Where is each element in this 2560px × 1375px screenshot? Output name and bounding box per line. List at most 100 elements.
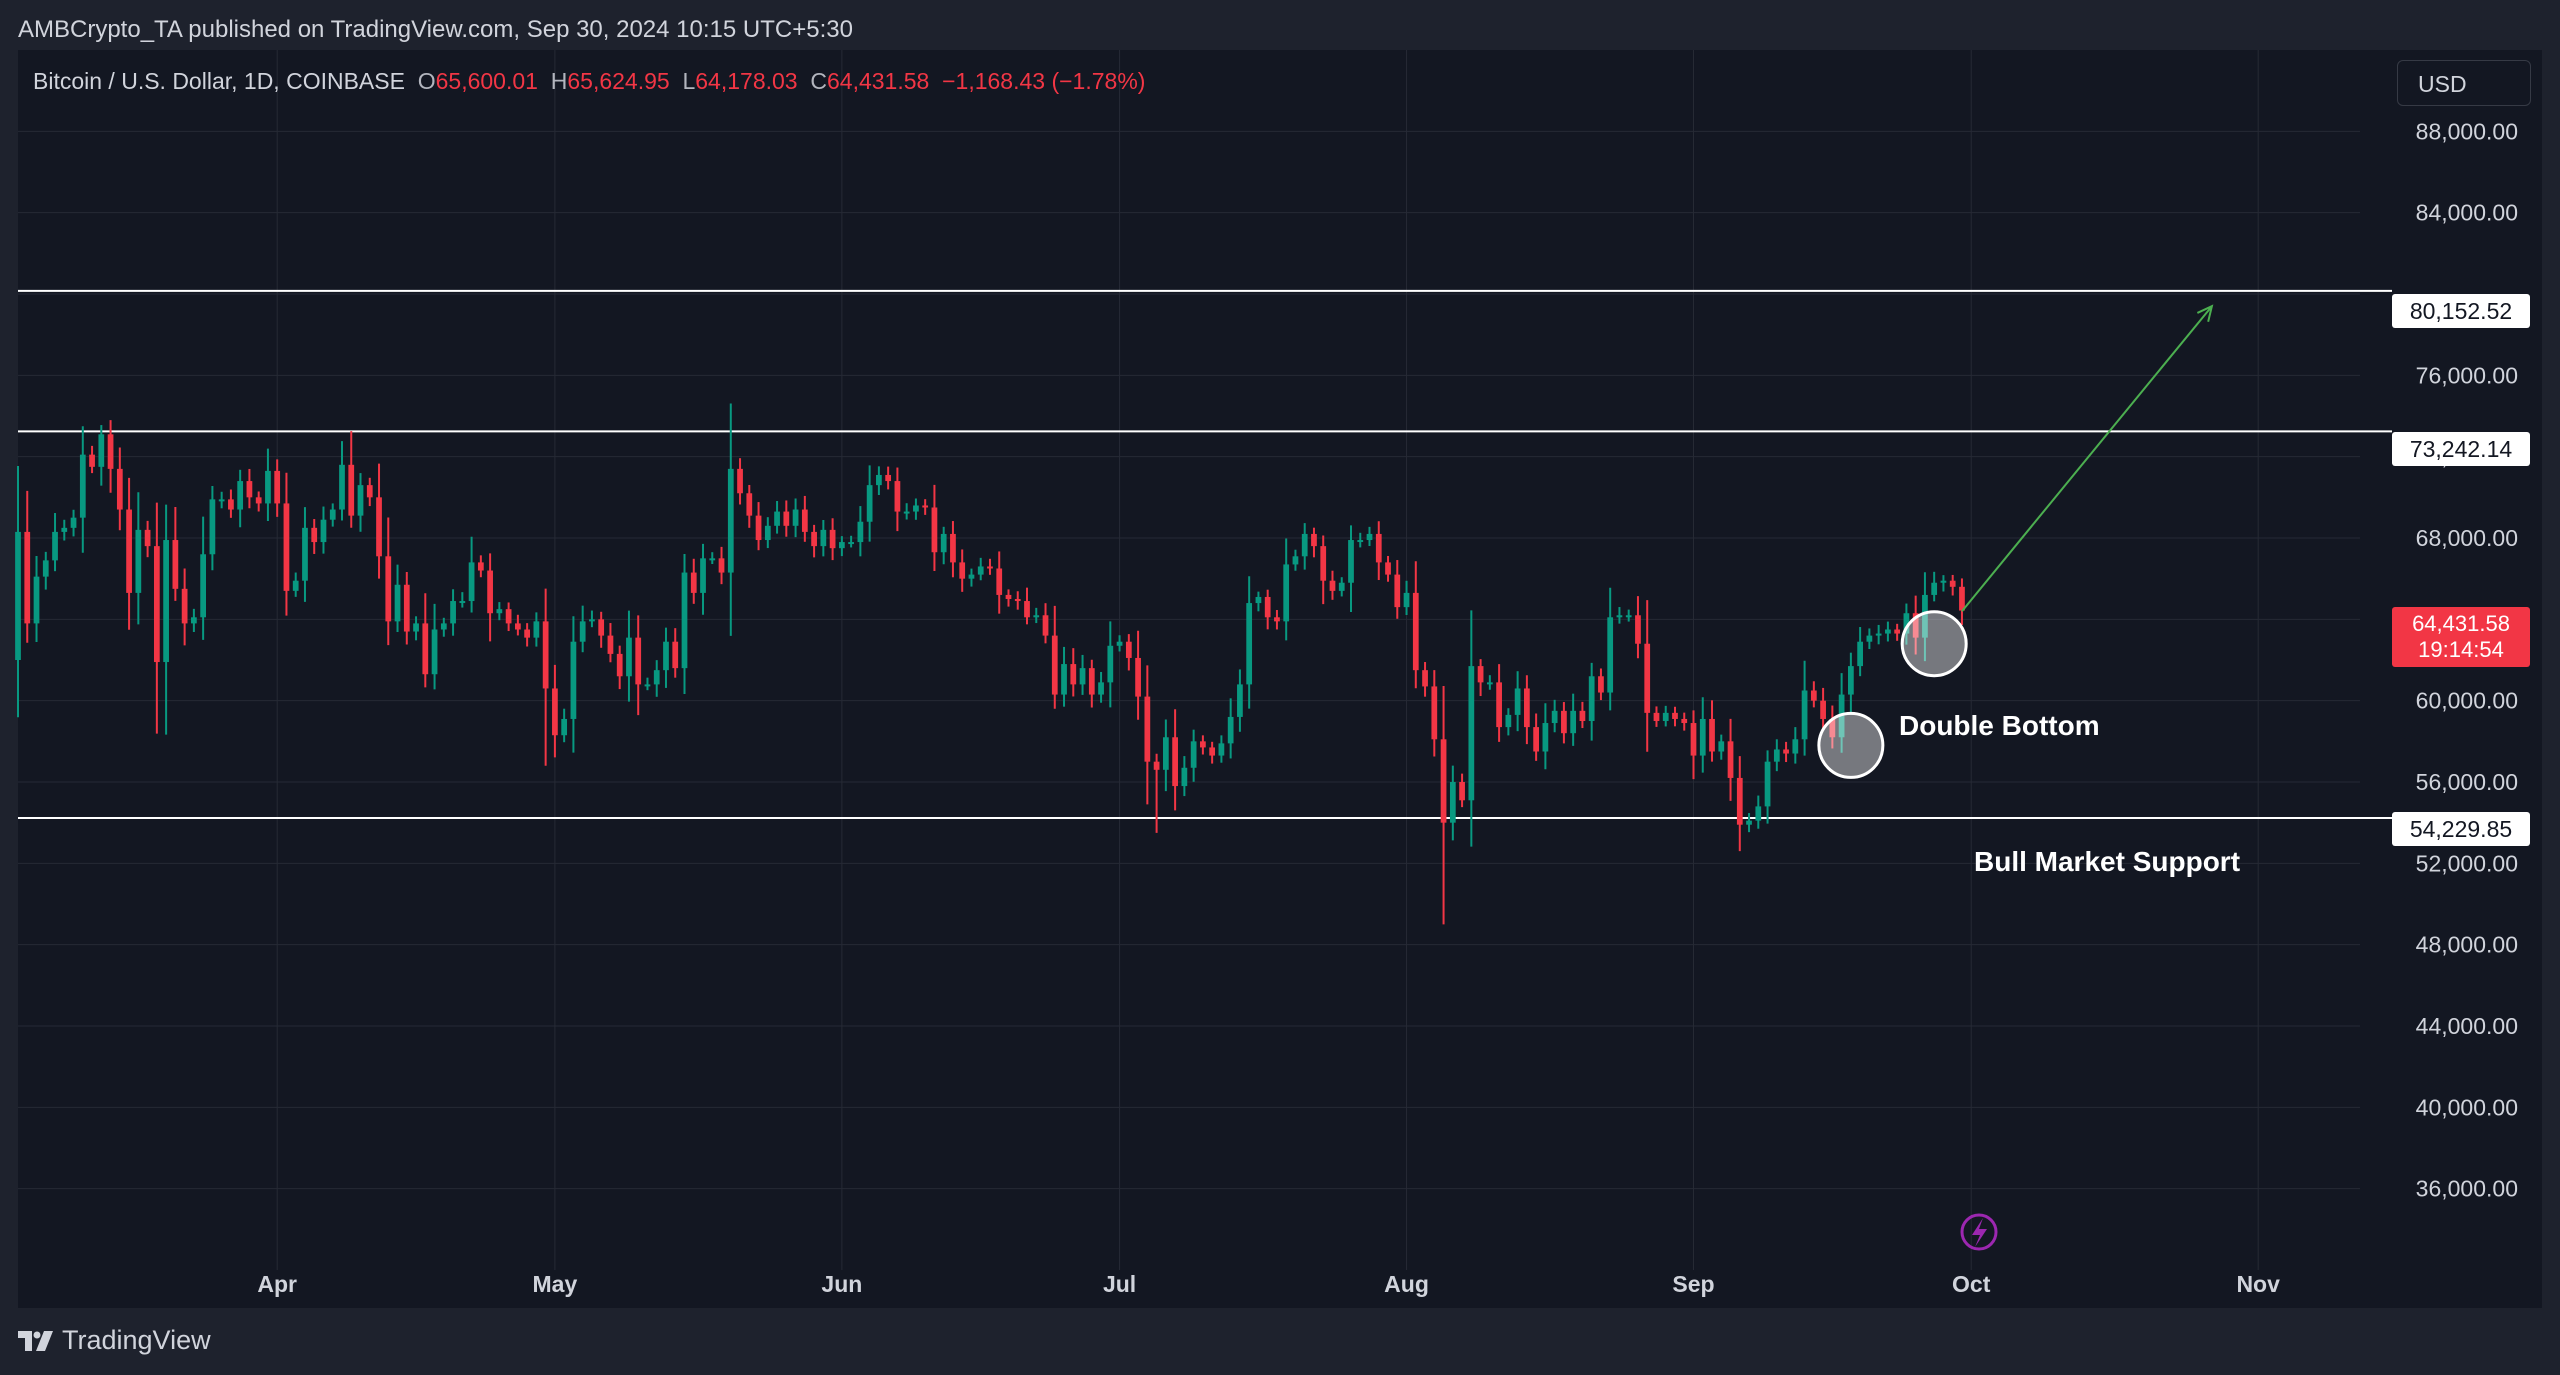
candle-body	[126, 509, 132, 593]
candle-body	[727, 468, 734, 573]
candle-body	[1264, 596, 1271, 618]
candle-body	[1524, 688, 1530, 728]
candle-body	[52, 531, 58, 561]
candle-body	[218, 499, 225, 502]
projection-arrow	[1961, 304, 2214, 612]
time-tick-label: Apr	[257, 1271, 297, 1297]
candle-body	[1227, 716, 1234, 744]
tradingview-footer[interactable]: TradingView	[18, 1325, 211, 1356]
candle-body	[1486, 682, 1493, 685]
candle-body	[515, 623, 521, 630]
candle-body	[1412, 592, 1419, 671]
candle-body	[635, 637, 642, 685]
candle-body	[1514, 688, 1521, 715]
candle-body	[1385, 562, 1391, 575]
candle-body	[163, 540, 169, 663]
time-axis[interactable]: Apr May Jun Jul Aug Sep Oct Nov	[257, 1271, 2280, 1297]
open-label: O	[417, 68, 436, 94]
candle-body	[940, 533, 947, 553]
candle-body	[376, 497, 382, 557]
candle-body	[1172, 737, 1178, 787]
price-tick-label: 84,000.00	[2416, 200, 2518, 226]
candle-body	[153, 546, 160, 663]
candle-body	[1431, 686, 1438, 740]
candle-body	[431, 629, 438, 675]
candle-body	[1783, 749, 1789, 754]
bull-market-support-label: Bull Market Support	[1974, 846, 2241, 877]
candle-body	[1505, 714, 1512, 728]
symbol-legend: Bitcoin / U.S. Dollar, 1D, COINBASE O65,…	[33, 68, 1145, 95]
candle-body	[144, 529, 151, 547]
candle-body	[89, 454, 95, 467]
change-value: −1,168.43 (−1.78%)	[942, 68, 1146, 94]
candle-body	[1200, 741, 1206, 748]
level-tag-54229: 54,229.85	[2392, 812, 2530, 846]
candle-body	[1181, 767, 1188, 787]
price-tick-label: 52,000.00	[2416, 850, 2518, 876]
candle-body	[1644, 643, 1651, 713]
candle-body	[468, 562, 475, 602]
candle-body	[1810, 690, 1817, 701]
candle-body	[1403, 592, 1410, 608]
candle-body	[681, 572, 688, 669]
candle-body	[1237, 684, 1243, 717]
candle-body	[413, 623, 419, 632]
candle-body	[755, 515, 762, 541]
candle-body	[1033, 615, 1040, 618]
candle-body	[61, 527, 68, 532]
candle-body	[116, 468, 123, 510]
candle-body	[764, 525, 771, 541]
candle-body	[1625, 615, 1632, 618]
candle-body	[1005, 594, 1012, 599]
candle-body	[1209, 747, 1216, 756]
candle-body	[1746, 820, 1752, 825]
currency-button[interactable]: USD	[2397, 60, 2531, 106]
candle-body	[1311, 533, 1317, 547]
candle-body	[570, 641, 577, 719]
close-value: 64,431.58	[827, 68, 930, 94]
candle-body	[440, 623, 447, 630]
candle-body	[561, 718, 568, 736]
candle-body	[135, 529, 142, 593]
candle-body	[644, 684, 651, 687]
candle-body	[1885, 629, 1891, 634]
price-tick-label: 40,000.00	[2416, 1094, 2518, 1120]
candle-body	[838, 542, 845, 549]
candle-body	[700, 558, 706, 593]
candle-body	[1940, 580, 1947, 583]
symbol-title[interactable]: Bitcoin / U.S. Dollar, 1D, COINBASE	[33, 68, 405, 94]
candle-body	[542, 621, 549, 689]
candle-body	[228, 499, 234, 510]
candle-body	[339, 464, 345, 510]
candle-body	[792, 509, 799, 526]
candle-body	[1394, 574, 1401, 608]
time-tick-label: May	[533, 1271, 578, 1297]
candle-body	[653, 670, 660, 685]
candle-body	[931, 507, 938, 553]
candle-body	[552, 688, 558, 736]
candle-body	[709, 558, 716, 561]
low-label: L	[682, 68, 696, 94]
candle-body	[1607, 617, 1614, 693]
candle-body	[1690, 723, 1697, 756]
candle-body	[524, 629, 531, 638]
lightning-icon[interactable]	[1960, 1213, 1998, 1251]
candle-body	[1857, 641, 1863, 667]
double-bottom-circle	[1900, 610, 1968, 678]
close-label: C	[810, 68, 827, 94]
candle-body	[783, 511, 790, 526]
candle-body	[79, 454, 86, 518]
candle-body	[15, 531, 21, 660]
candle-body	[1338, 582, 1345, 591]
candle-body	[1070, 664, 1077, 685]
candle-body	[487, 570, 493, 614]
open-value: 65,600.01	[435, 68, 538, 94]
candle-body	[1801, 690, 1808, 740]
candle-body	[450, 601, 456, 624]
candle-body	[1292, 556, 1299, 565]
double-bottom-label: Double Bottom	[1899, 710, 2100, 741]
candle-body	[1588, 676, 1595, 721]
price-tick-label: 48,000.00	[2416, 932, 2518, 958]
high-value: 65,624.95	[567, 68, 670, 94]
